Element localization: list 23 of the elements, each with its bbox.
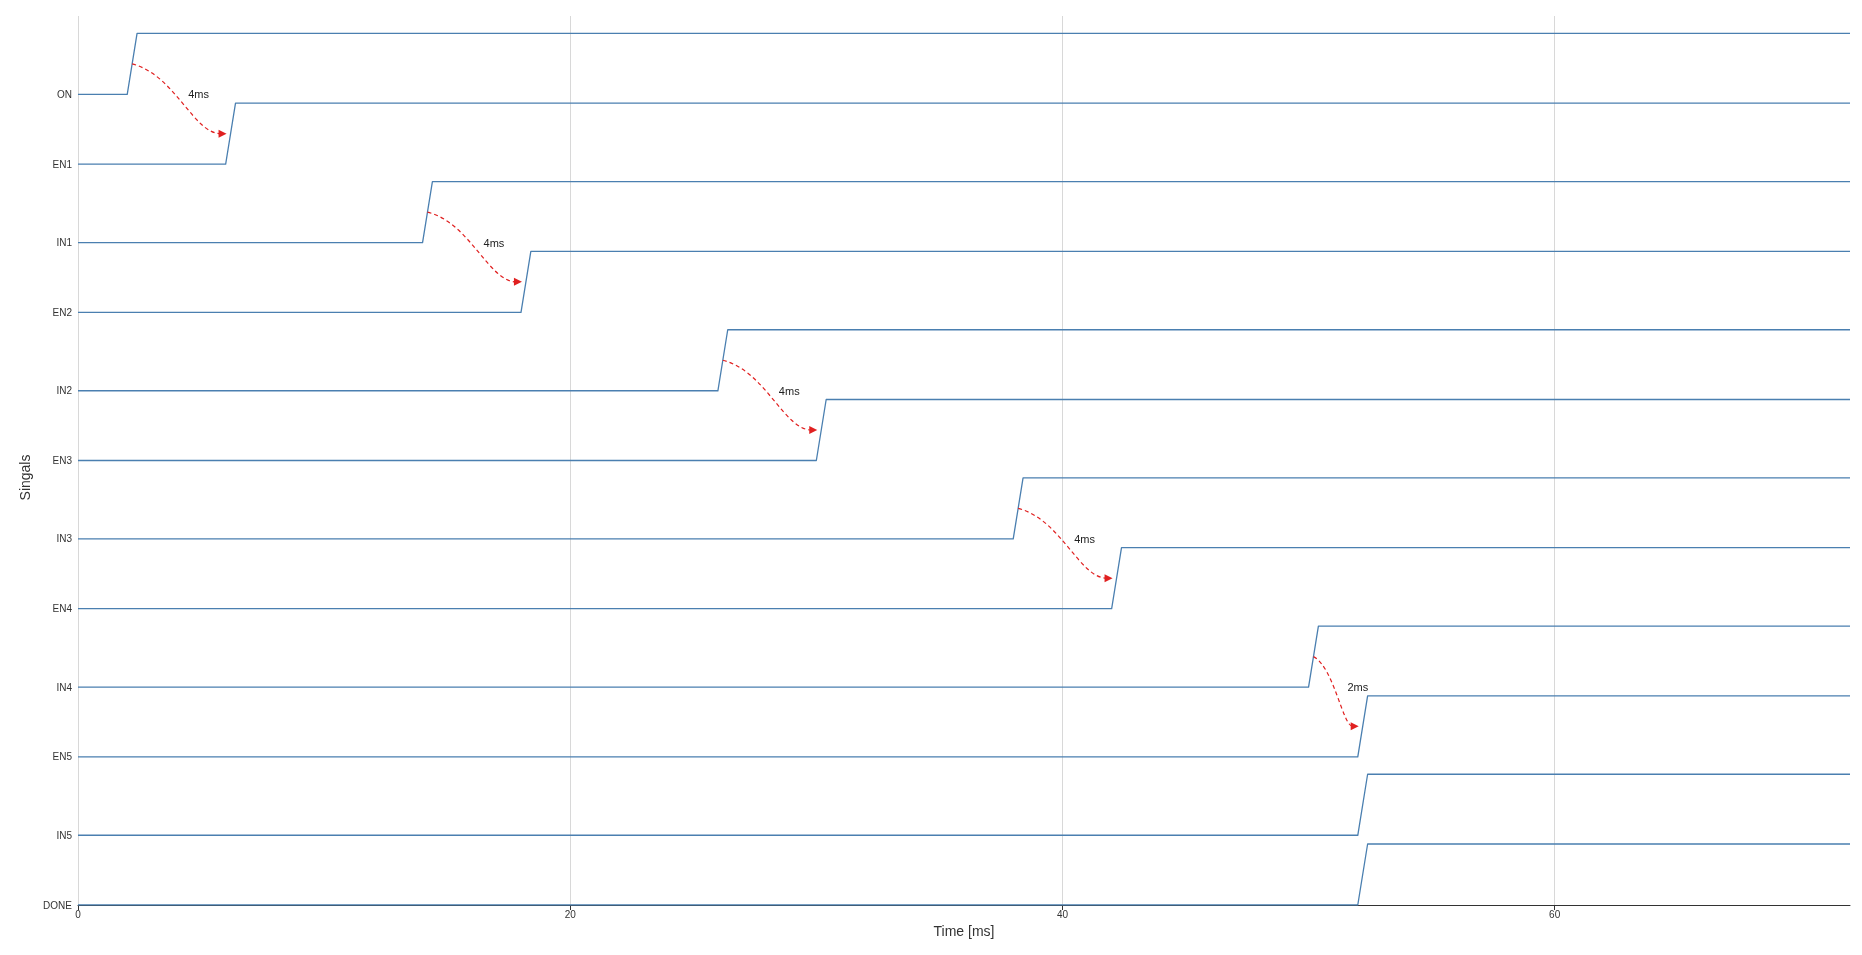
annotation: 4ms bbox=[188, 88, 210, 101]
series-label: IN2 bbox=[56, 385, 73, 397]
x-tick-label: 60 bbox=[1549, 908, 1561, 920]
series-label: IN5 bbox=[56, 829, 73, 841]
series-label: EN5 bbox=[52, 751, 73, 763]
series-label: IN4 bbox=[56, 681, 73, 693]
x-tick-label: 40 bbox=[1056, 908, 1069, 920]
annotation: 4ms bbox=[778, 384, 801, 397]
annotation: 4ms bbox=[1074, 532, 1096, 545]
x-tick-label: 20 bbox=[564, 908, 577, 920]
series-label: IN1 bbox=[56, 237, 73, 249]
series-label: EN2 bbox=[52, 306, 73, 318]
series-label: EN1 bbox=[52, 158, 73, 170]
annotation: 2ms bbox=[1347, 681, 1369, 694]
series-label: EN3 bbox=[52, 455, 73, 466]
series-label: EN4 bbox=[52, 603, 73, 615]
annotation: 4ms bbox=[483, 236, 505, 249]
series-label: ON bbox=[57, 88, 72, 100]
x-axis-title: Time [ms] bbox=[933, 922, 995, 939]
series-label: DONE bbox=[43, 899, 73, 911]
y-axis-title: Singals bbox=[17, 454, 33, 501]
x-tick-label: 0 bbox=[75, 908, 82, 920]
series-label: IN3 bbox=[56, 533, 73, 545]
